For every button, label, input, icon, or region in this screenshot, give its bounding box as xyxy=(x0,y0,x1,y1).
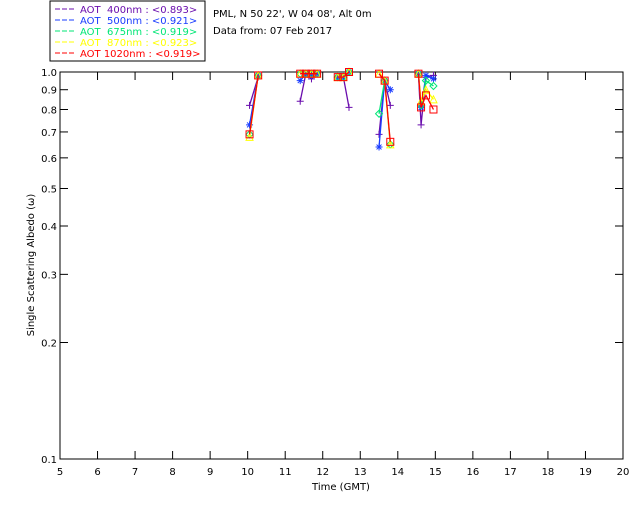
x-tick-label: 11 xyxy=(279,467,292,478)
square-marker xyxy=(245,130,254,139)
asterisk-marker xyxy=(422,71,430,79)
asterisk-marker xyxy=(345,68,353,76)
triangle-marker xyxy=(429,94,438,104)
square-marker xyxy=(345,68,354,76)
y-tick-label: 0.3 xyxy=(41,270,57,281)
asterisk-marker xyxy=(429,75,437,83)
square-marker xyxy=(414,69,423,78)
square-marker xyxy=(421,91,430,100)
square-marker xyxy=(333,73,342,82)
x-tick-label: 6 xyxy=(94,467,100,478)
x-tick-label: 12 xyxy=(316,467,329,478)
square-marker xyxy=(417,103,426,112)
y-tick-label: 0.4 xyxy=(41,222,57,233)
legend: AOT 400nm : <0.893>AOT 500nm : <0.921>AO… xyxy=(55,5,200,60)
square-marker xyxy=(296,69,305,78)
legend-entry: AOT 400nm : <0.893> xyxy=(80,5,197,16)
legend-box xyxy=(49,0,206,62)
series-4 xyxy=(245,68,438,146)
x-tick-label: 10 xyxy=(241,467,254,478)
y-tick-label: 0.5 xyxy=(41,184,57,195)
legend-entry: AOT 500nm : <0.921> xyxy=(80,16,197,27)
y-tick-label: 0.2 xyxy=(41,339,57,350)
square-marker xyxy=(375,69,384,78)
diamond-marker xyxy=(421,76,431,85)
asterisk-marker xyxy=(414,70,422,78)
y-tick-label: 0.6 xyxy=(41,154,57,165)
series-line xyxy=(378,73,391,142)
y-tick-label: 1.0 xyxy=(41,68,57,79)
chart-title-line-1: PML, N 50 22', W 04 08', Alt 0m xyxy=(213,9,372,20)
asterisk-marker xyxy=(254,71,262,79)
square-marker xyxy=(301,69,310,78)
chart-title-line-2: Data from: 07 Feb 2017 xyxy=(213,26,332,37)
square-marker xyxy=(386,137,395,146)
square-marker xyxy=(380,76,389,85)
y-tick-label: 0.9 xyxy=(41,86,57,97)
x-tick-label: 15 xyxy=(429,467,442,478)
plus-marker xyxy=(417,121,425,129)
x-tick-label: 20 xyxy=(617,467,630,478)
square-marker xyxy=(429,105,438,114)
x-tick-label: 5 xyxy=(57,467,63,478)
x-axis-label: Time (GMT) xyxy=(311,482,370,493)
x-tick-label: 16 xyxy=(466,467,479,478)
asterisk-marker xyxy=(307,71,315,79)
y-axis-label: Single Scattering Albedo (ω) xyxy=(26,194,37,337)
plot-area: 5 6 7 8 9 10 11 12 13 14 15 16 17 18 19 20 0.1 0.2 0.3 0.4 0… xyxy=(41,67,630,478)
plus-marker xyxy=(296,97,304,105)
x-tick-label: 9 xyxy=(207,467,213,478)
asterisk-marker xyxy=(386,86,394,94)
x-tick-label: 17 xyxy=(504,467,517,478)
square-marker xyxy=(254,71,263,80)
series-line xyxy=(248,75,259,135)
x-tick-label: 18 xyxy=(542,467,555,478)
square-marker xyxy=(313,69,322,78)
x-tick-label: 8 xyxy=(169,467,175,478)
x-tick-label: 19 xyxy=(579,467,592,478)
y-tick-label: 0.8 xyxy=(41,106,57,117)
triangle-marker xyxy=(421,85,431,94)
plus-marker xyxy=(375,130,383,138)
series-line xyxy=(417,73,435,110)
x-tick-label: 13 xyxy=(354,467,367,478)
legend-entry: AOT 675nm : <0.919> xyxy=(80,27,197,38)
triangle-marker xyxy=(245,132,254,141)
series-line xyxy=(337,76,350,108)
diamond-marker xyxy=(429,81,438,91)
diamond-marker xyxy=(374,109,384,118)
asterisk-marker xyxy=(375,143,383,151)
legend-entry: AOT 870nm : <0.923> xyxy=(80,38,197,49)
y-tick-label: 0.7 xyxy=(41,128,57,139)
plus-marker xyxy=(246,101,254,109)
asterisk-marker xyxy=(246,121,254,129)
legend-entry: AOT 1020nm : <0.919> xyxy=(80,49,200,60)
y-tick-label: 0.1 xyxy=(41,455,57,466)
plus-marker xyxy=(345,103,353,111)
square-marker xyxy=(339,73,348,82)
square-marker xyxy=(307,69,316,78)
x-tick-label: 14 xyxy=(391,467,404,478)
plus-marker xyxy=(386,101,394,109)
asterisk-marker xyxy=(296,77,304,85)
triangle-marker xyxy=(385,139,395,149)
x-tick-label: 7 xyxy=(132,467,138,478)
plot-frame xyxy=(59,71,624,460)
